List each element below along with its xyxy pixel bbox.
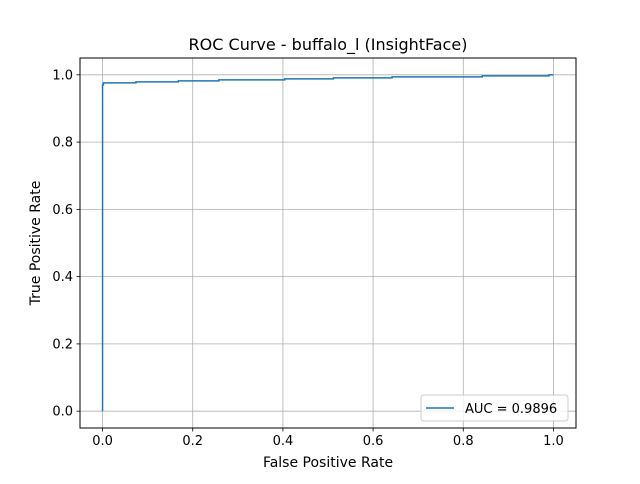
y-axis-label: True Positive Rate: [28, 181, 44, 307]
series-layer: [101, 74, 554, 412]
y-tick-label: 0.6: [52, 203, 73, 218]
legend-label: AUC = 0.9896: [465, 402, 557, 417]
x-tick-label: 0.4: [273, 434, 294, 449]
x-tick-label: 0.2: [182, 434, 203, 449]
y-tick-label: 0.4: [52, 270, 73, 285]
y-tick-label: 1.0: [52, 68, 73, 83]
y-tick-label: 0.2: [52, 337, 73, 352]
axes-frame: [79, 57, 577, 429]
y-tick-label: 0.8: [52, 136, 73, 151]
x-tick-label: 0.8: [453, 434, 474, 449]
legend-box: [420, 394, 569, 422]
x-axis-label: False Positive Rate: [263, 455, 393, 471]
x-tick-label: 0.6: [363, 434, 384, 449]
legend: AUC = 0.9896: [420, 394, 569, 422]
y-axis-ticks: 0.0 0.2 0.4 0.6 0.8 1.0: [52, 68, 80, 420]
grid-lines: [80, 58, 576, 428]
x-axis-ticks: 0.0 0.2 0.4 0.6 0.8 1.0: [92, 428, 564, 449]
x-tick-label: 1.0: [543, 434, 564, 449]
roc-curve-line: [101, 74, 554, 412]
y-tick-label: 0.0: [52, 405, 73, 420]
chart-title: ROC Curve - buffalo_l (InsightFace): [189, 35, 468, 55]
x-tick-label: 0.0: [92, 434, 113, 449]
